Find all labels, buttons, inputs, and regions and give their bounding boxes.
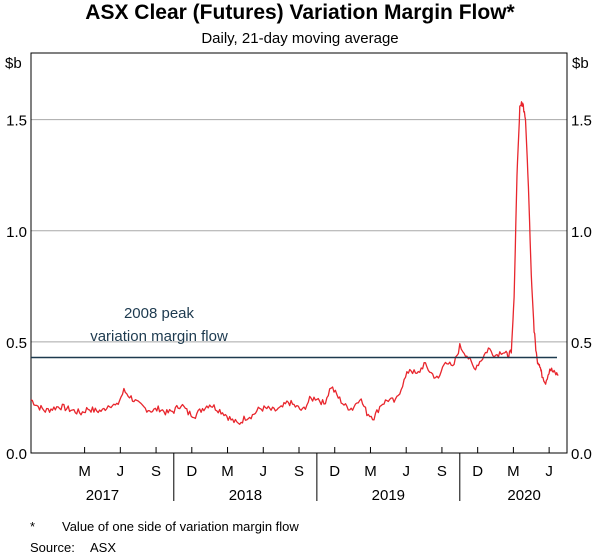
y-tick-label-right: 0.5 — [571, 335, 592, 352]
series-line-variation-margin — [30, 101, 559, 425]
footnote-marker: * — [30, 519, 36, 534]
x-tick-label-month: M — [364, 463, 377, 480]
x-year-label: 2018 — [229, 487, 262, 504]
x-tick-label-month: M — [78, 463, 91, 480]
line-chart: 0.0 0.00.5 0.51.0 1.01.5 1.5 M J S D M J S D M J S D M J2… — [5, 52, 592, 504]
x-ticks: M J S D M J S D M J S D M J 2017 2018 2019 2020 — [78, 447, 553, 504]
y-axis-unit-left: $b — [5, 55, 22, 72]
y-tick-labels: 0.0 0.0 0.5 0.5 1.0 1.0 1.5 1.5 — [6, 113, 592, 463]
chart-subtitle: Daily, 21-day moving average — [201, 30, 399, 47]
x-tick-label-month: S — [294, 463, 304, 480]
reference-label-line2: variation margin flow — [90, 328, 228, 345]
x-tick-label-month: S — [151, 463, 161, 480]
x-tick-label-month: J — [402, 463, 410, 480]
x-tick-label-month: J — [117, 463, 125, 480]
y-tick-label-left: 0.0 — [6, 446, 27, 463]
y-axis-unit-right: $b — [572, 55, 589, 72]
y-tick-label-left: 1.0 — [6, 224, 27, 241]
x-tick-label-month: J — [545, 463, 553, 480]
x-tick-label-month: D — [329, 463, 340, 480]
y-tick-label-right: 0.0 — [571, 446, 592, 463]
y-tick-label-right: 1.0 — [571, 224, 592, 241]
series-group — [30, 101, 559, 425]
x-tick-label-month: M — [221, 463, 234, 480]
source-text: ASX — [90, 540, 117, 555]
footnote-text: Value of one side of variation margin fl… — [62, 519, 299, 534]
y-tick-label-left: 1.5 — [6, 113, 27, 130]
y-tick-label-left: 0.5 — [6, 335, 27, 352]
x-tick-label-month: S — [437, 463, 447, 480]
x-tick-label-month: J — [260, 463, 268, 480]
chart-title: ASX Clear (Futures) Variation Margin Flo… — [85, 1, 515, 24]
y-tick-label-right: 1.5 — [571, 113, 592, 130]
footnote: * Value of one side of variation margin f… — [30, 519, 299, 534]
x-year-label: 2019 — [372, 487, 405, 504]
x-year-label: 2017 — [86, 487, 119, 504]
x-tick-label-month: D — [472, 463, 483, 480]
gridlines — [31, 119, 567, 343]
x-tick-label-month: D — [186, 463, 197, 480]
reference-label-line1: 2008 peak — [124, 305, 195, 322]
source-note: Source: ASX — [30, 540, 116, 555]
plot-frame — [30, 52, 568, 454]
x-tick-label-month: M — [507, 463, 520, 480]
source-label: Source: — [30, 540, 75, 555]
x-year-label: 2020 — [507, 487, 540, 504]
